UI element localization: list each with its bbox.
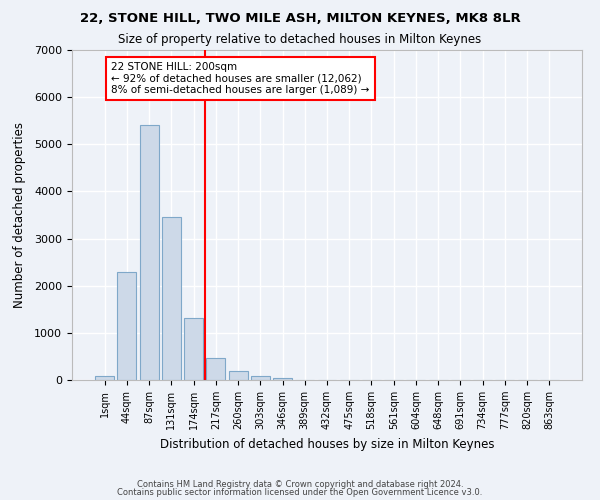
Bar	[273, 378, 292, 380]
Text: 22, STONE HILL, TWO MILE ASH, MILTON KEYNES, MK8 8LR: 22, STONE HILL, TWO MILE ASH, MILTON KEY…	[80, 12, 520, 26]
Bar	[184, 318, 203, 380]
Text: Contains public sector information licensed under the Open Government Licence v3: Contains public sector information licen…	[118, 488, 482, 497]
Bar	[206, 358, 225, 380]
Y-axis label: Number of detached properties: Number of detached properties	[13, 122, 26, 308]
Text: Size of property relative to detached houses in Milton Keynes: Size of property relative to detached ho…	[118, 32, 482, 46]
Bar	[251, 376, 270, 380]
Bar	[95, 376, 114, 380]
Bar	[140, 126, 158, 380]
Text: 22 STONE HILL: 200sqm
← 92% of detached houses are smaller (12,062)
8% of semi-d: 22 STONE HILL: 200sqm ← 92% of detached …	[112, 62, 370, 95]
X-axis label: Distribution of detached houses by size in Milton Keynes: Distribution of detached houses by size …	[160, 438, 494, 450]
Bar	[229, 370, 248, 380]
Bar	[118, 272, 136, 380]
Bar	[162, 218, 181, 380]
Text: Contains HM Land Registry data © Crown copyright and database right 2024.: Contains HM Land Registry data © Crown c…	[137, 480, 463, 489]
